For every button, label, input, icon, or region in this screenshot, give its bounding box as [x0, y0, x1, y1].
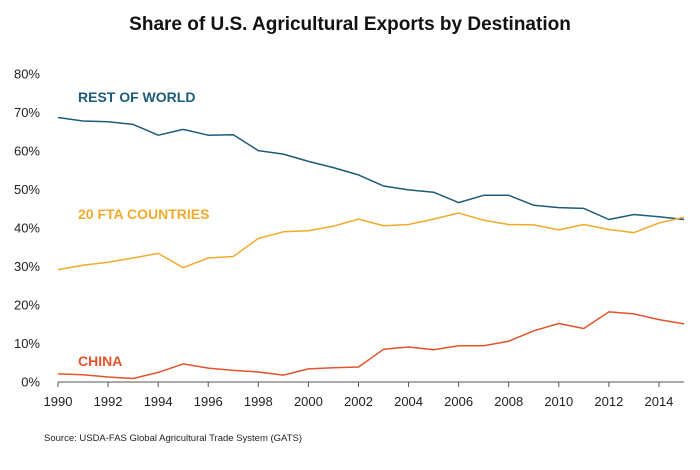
x-tick-label: 2008 — [494, 394, 523, 409]
x-tick-label: 1998 — [244, 394, 273, 409]
y-tick-label: 20% — [14, 298, 40, 313]
x-tick-label: 2006 — [444, 394, 473, 409]
y-tick-label: 30% — [14, 259, 40, 274]
x-tick-label: 2004 — [394, 394, 423, 409]
series-line-china — [57, 311, 685, 380]
x-tick-label: 1990 — [44, 394, 73, 409]
source-note: Source: USDA-FAS Global Agricultural Tra… — [44, 433, 302, 444]
series-label-rest-of-world: REST OF WORLD — [78, 89, 195, 105]
y-tick-label: 50% — [14, 182, 40, 197]
x-axis-ticks: 1990 1992 1994 1996 1998 2000 2002 2004 2006 2008… — [44, 382, 673, 409]
x-tick-label: 2014 — [644, 394, 673, 409]
y-tick-label: 10% — [14, 336, 40, 351]
series-label-fta-countries: 20 FTA COUNTRIES — [78, 206, 209, 222]
chart-title: Share of U.S. Agricultural Exports by De… — [129, 14, 571, 35]
series-labels: REST OF WORLD 20 FTA COUNTRIES CHINA — [78, 89, 209, 369]
x-tick-label: 2012 — [594, 394, 623, 409]
y-tick-label: 70% — [14, 105, 40, 120]
series-label-china: CHINA — [78, 353, 122, 369]
series-line-rest-of-world — [57, 116, 685, 221]
series-line-fta-countries — [57, 212, 685, 271]
y-axis-ticks: 0% 10% 20% 30% 40% 50% 60% 70% 80% — [14, 67, 40, 390]
x-tick-label: 1996 — [194, 394, 223, 409]
x-tick-label: 2010 — [544, 394, 573, 409]
x-tick-label: 1994 — [144, 394, 173, 409]
x-tick-label: 1992 — [94, 394, 123, 409]
y-tick-label: 60% — [14, 144, 40, 159]
x-tick-label: 2002 — [344, 394, 373, 409]
y-tick-label: 40% — [14, 221, 40, 236]
y-tick-label: 0% — [21, 375, 40, 390]
series-lines — [57, 116, 685, 380]
y-tick-label: 80% — [14, 67, 40, 82]
x-tick-label: 2000 — [294, 394, 323, 409]
